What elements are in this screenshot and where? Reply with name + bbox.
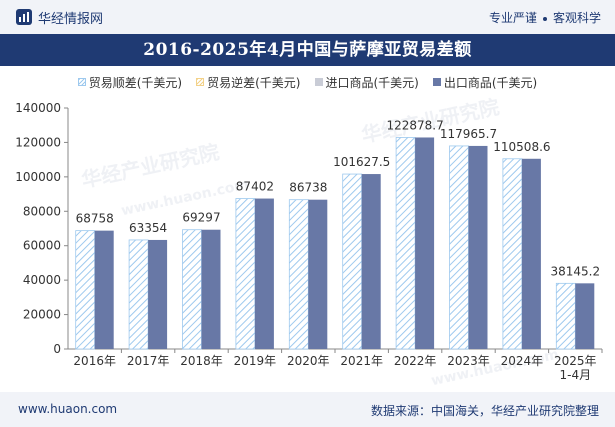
data-label: 87402: [236, 180, 274, 194]
y-tick-label: 0: [53, 342, 61, 356]
y-tick-label: 40000: [23, 273, 61, 287]
y-tick-label: 80000: [23, 204, 61, 218]
bar-surplus: [75, 230, 96, 350]
bar-export: [361, 174, 381, 349]
legend-item-surplus: 贸易顺差(千美元): [77, 74, 183, 91]
bar-surplus: [235, 198, 256, 350]
y-tick-label: 20000: [23, 308, 61, 322]
brand-logo-icon: [16, 9, 32, 25]
bar-surplus: [502, 158, 523, 350]
x-tick-label: 2022年: [394, 354, 437, 368]
bar-export: [521, 158, 541, 349]
bar-surplus: [288, 199, 309, 350]
bar-export: [308, 199, 328, 349]
data-label: 38145.2: [550, 264, 600, 278]
bar-export: [254, 198, 274, 349]
bar-surplus: [128, 239, 149, 350]
bar-surplus: [449, 145, 469, 350]
data-source: 数据来源：中国海关，华经产业研究院整理: [370, 404, 599, 418]
legend-label-deficit: 贸易逆差(千美元): [207, 75, 301, 90]
footer: www.huaon.com 数据来源：中国海关，华经产业研究院整理: [0, 392, 615, 427]
y-axis: 0 20000 40000 60000 80000 100000 120000 140000: [15, 101, 69, 356]
data-label: 68758: [76, 212, 114, 226]
bar-export: [148, 239, 168, 349]
separator-dot-icon: [542, 16, 547, 21]
legend-swatch-export: [432, 78, 441, 86]
bar-export: [575, 283, 595, 349]
legend-swatch-deficit: [196, 78, 205, 86]
y-tick-label: 100000: [15, 170, 61, 184]
x-tick-label: 2018年: [180, 354, 223, 368]
legend-swatch-surplus: [77, 78, 86, 86]
data-labels: 68758 63354 69297 87402 86738 101627.5 122878.…: [76, 118, 601, 278]
x-axis: 2016年 2017年 2018年 2019年 2020年 2021年 2022年 2023年…: [68, 348, 603, 382]
bar-export: [94, 230, 114, 349]
bar-export: [468, 145, 488, 349]
bar-surplus: [342, 173, 363, 350]
bars: [75, 137, 595, 350]
data-label: 86738: [289, 181, 327, 195]
x-tick-label: 2023年: [447, 354, 490, 368]
legend-item-deficit: 贸易逆差(千美元): [196, 74, 301, 91]
chart-title: 2016-2025年4月中国与萨摩亚贸易差额: [0, 34, 615, 66]
x-tick-label: 1-4月: [559, 368, 591, 382]
x-tick-label: 2024年: [501, 354, 544, 368]
y-tick-label: 140000: [15, 101, 61, 115]
legend-item-export: 出口商品(千美元): [432, 74, 538, 91]
y-tick-label: 120000: [15, 135, 61, 149]
x-tick-label: 2025年: [554, 354, 597, 368]
x-tick-label: 2017年: [127, 354, 170, 368]
site-link[interactable]: www.huaon.com: [18, 402, 118, 416]
data-label: 122878.7: [386, 118, 443, 132]
legend-swatch-import: [314, 78, 323, 86]
data-label: 69297: [182, 211, 220, 225]
top-bar: 华经情报网 专业严谨 客观科学: [0, 0, 615, 34]
bar-surplus: [182, 229, 202, 350]
y-tick-label: 60000: [23, 239, 61, 253]
slogan-left: 专业严谨: [488, 11, 537, 25]
x-tick-label: 2020年: [287, 354, 330, 368]
legend-label-export: 出口商品(千美元): [443, 75, 538, 90]
data-label: 101627.5: [333, 155, 390, 169]
legend-item-import: 进口商品(千美元): [314, 74, 419, 91]
bar-export: [201, 229, 221, 349]
slogan: 专业严谨 客观科学: [489, 9, 601, 26]
data-label: 110508.6: [493, 140, 550, 154]
bar-export: [415, 137, 435, 349]
data-label: 117965.7: [440, 127, 497, 141]
bar-surplus: [395, 137, 416, 350]
brand-name: 华经情报网: [38, 12, 104, 27]
legend-label-import: 进口商品(千美元): [325, 75, 419, 90]
x-tick-label: 2016年: [73, 354, 116, 368]
bar-chart: 020000400006000080000100000120000140000 …: [15, 101, 603, 382]
bar-surplus: [555, 282, 576, 350]
chart-legend: 贸易顺差(千美元) 贸易逆差(千美元) 进口商品(千美元) 出口商品(千美元): [0, 72, 615, 92]
slogan-right: 客观科学: [552, 11, 601, 25]
legend-label-surplus: 贸易顺差(千美元): [88, 75, 183, 90]
x-tick-label: 2021年: [340, 354, 383, 368]
data-label: 63354: [129, 221, 167, 235]
x-tick-label: 2019年: [234, 354, 277, 368]
